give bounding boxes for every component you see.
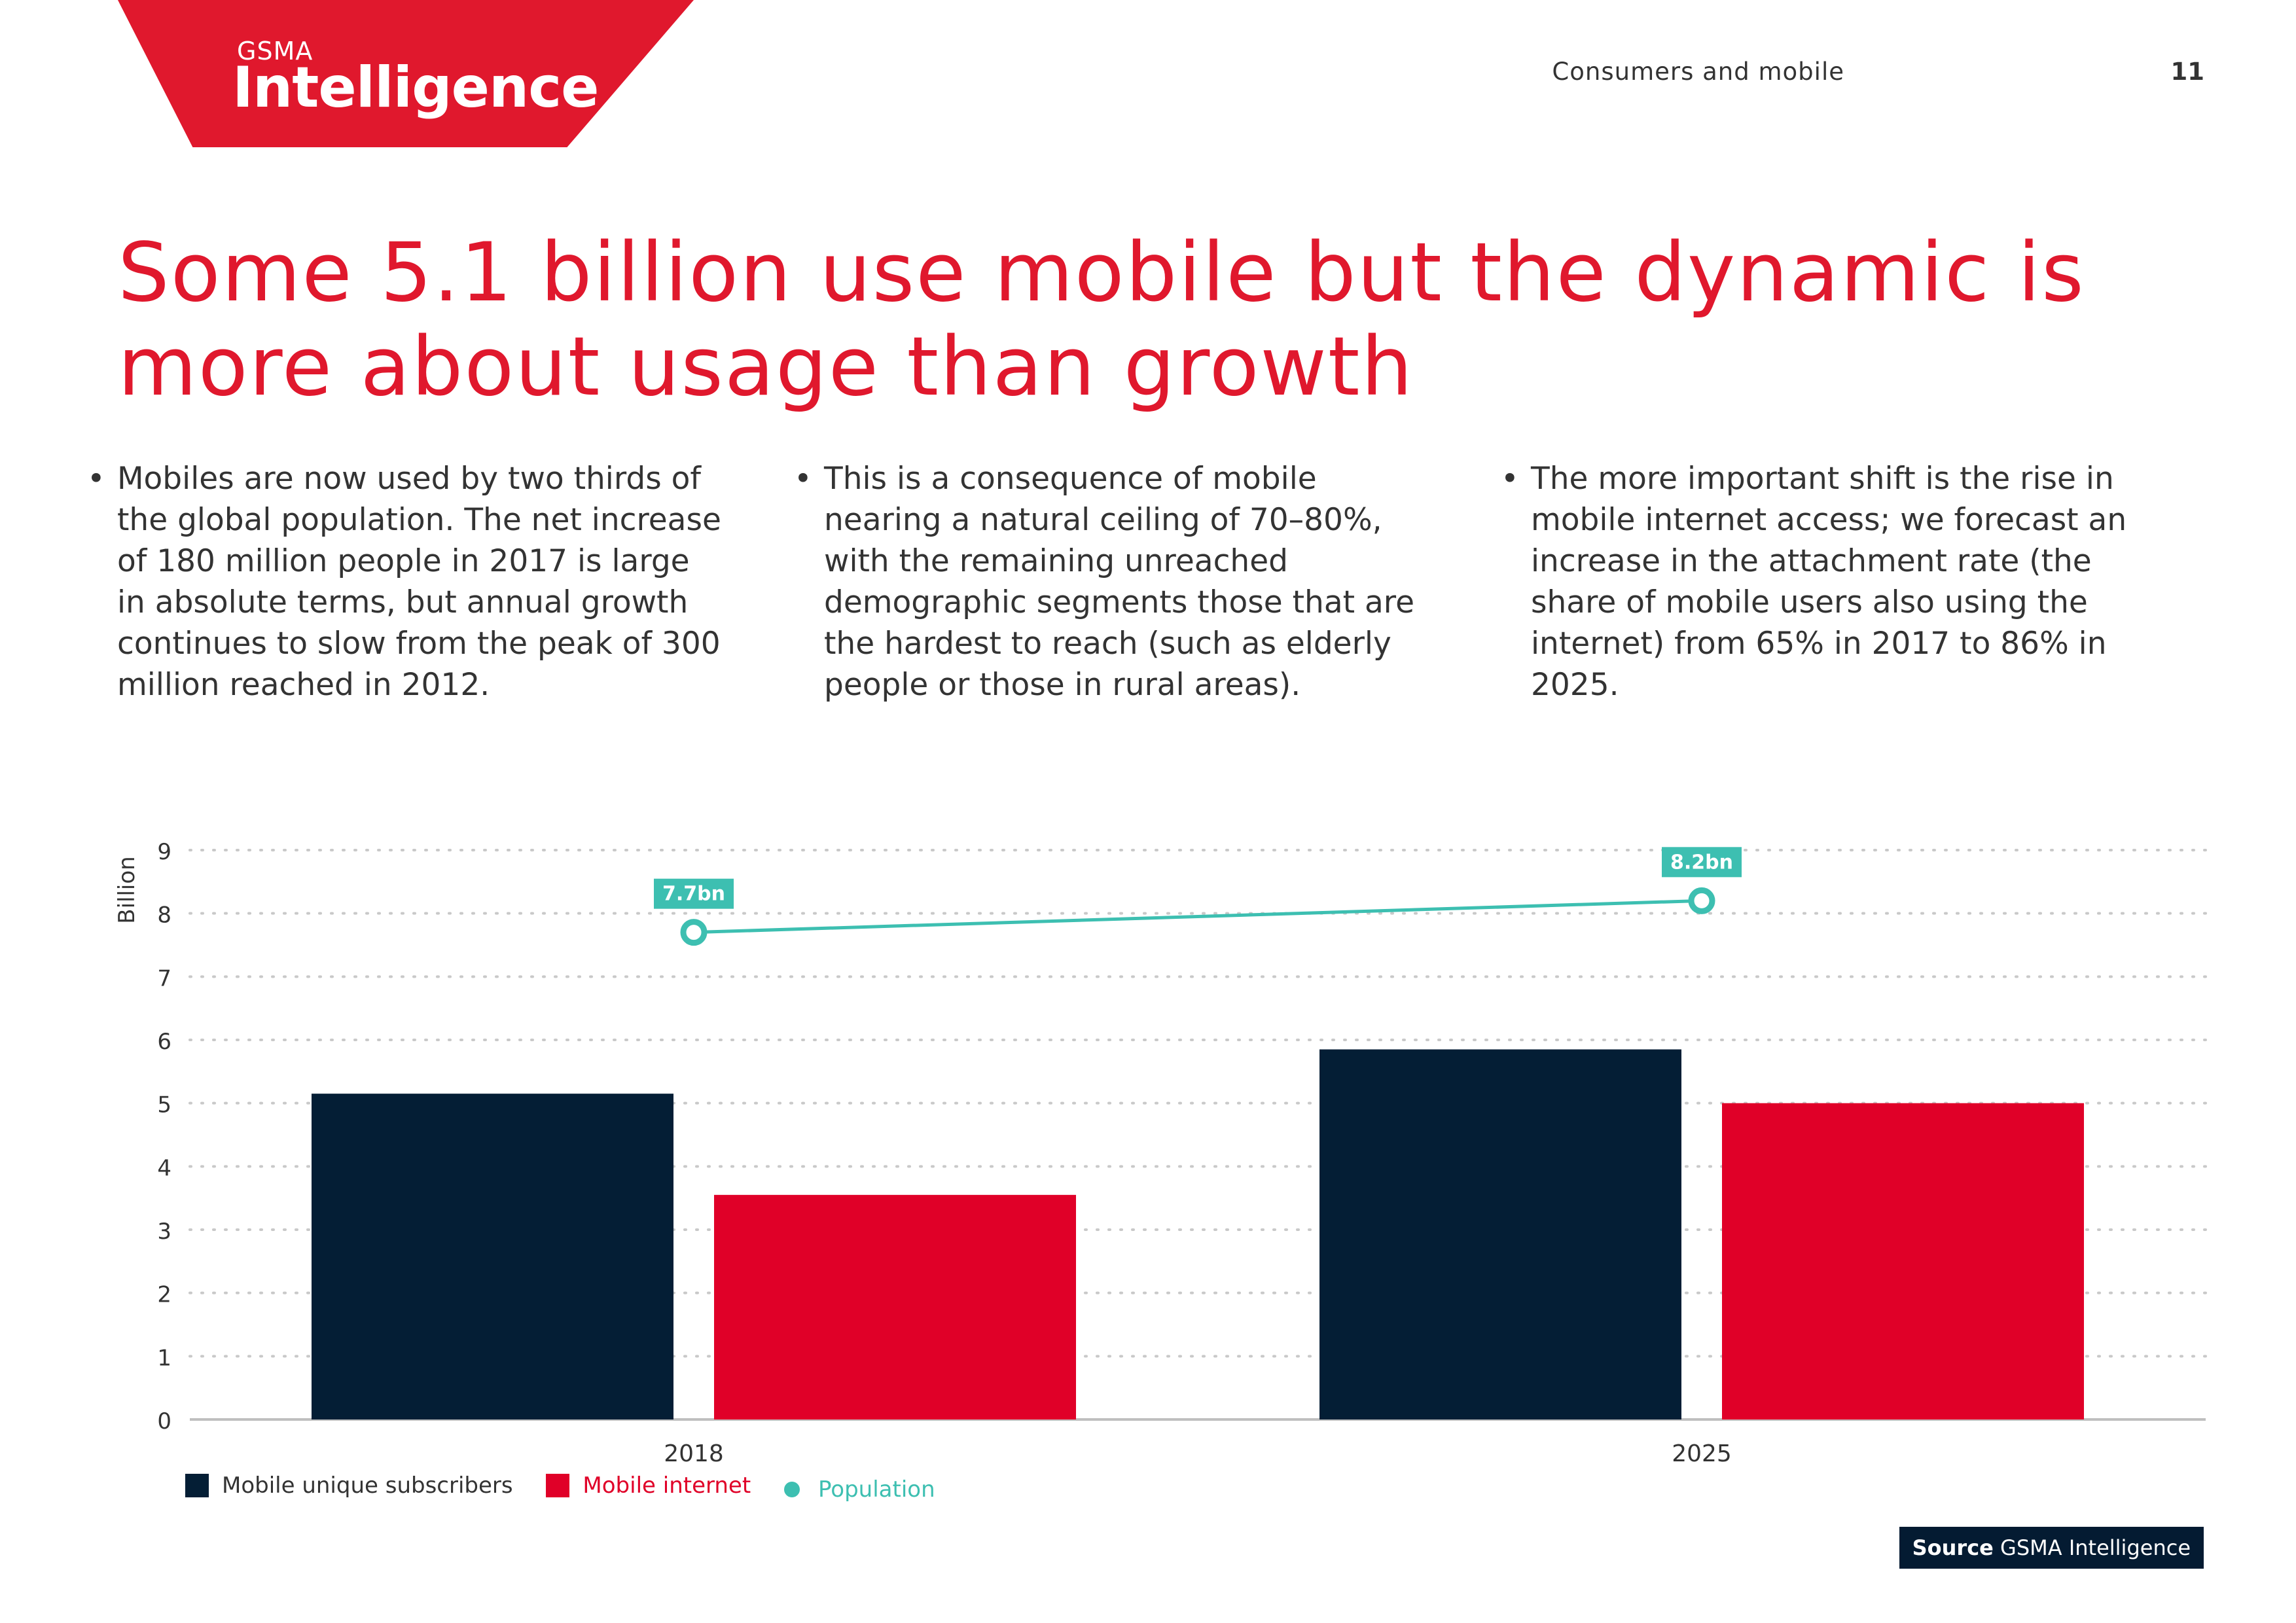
bullet-2-line: the hardest to reach (such as elderly [824, 626, 1391, 662]
source-label: Source [1912, 1535, 1994, 1560]
population-label-box [1662, 847, 1742, 878]
population-label-box [654, 878, 734, 909]
y-axis-label: Billion [114, 856, 140, 923]
bullet-3-line: 2025. [1531, 667, 1619, 703]
y-tick-label: 4 [157, 1155, 171, 1181]
bullet-3-line: mobile internet access; we forecast an [1531, 502, 2127, 538]
y-tick-label: 7 [157, 965, 171, 991]
bullet-2-line: nearing a natural ceiling of 70–80%, [824, 502, 1382, 538]
legend-label: Mobile unique subscribers [222, 1472, 513, 1499]
bullet-2-line: with the remaining unreached [824, 543, 1288, 579]
bar-line-chart: Billion 0 1 2 3 4 5 6 7 8 9 7.7bn 8.2bn 2018 2025 [114, 839, 2207, 1467]
bullet-3-line: share of mobile users also using the [1531, 584, 2088, 620]
chart-legend: Mobile unique subscribers Mobile interne… [185, 1472, 961, 1505]
y-tick-label: 1 [157, 1345, 171, 1371]
bullet-3: The more important shift is the rise in … [1501, 458, 2208, 705]
legend-swatch-red [546, 1474, 570, 1497]
page-title-line-1: Some 5.1 billion use mobile but the dyna… [118, 226, 2085, 320]
bullet-2-line: This is a consequence of mobile [824, 461, 1317, 497]
bar-mobile-internet-2025 [1722, 1103, 2084, 1419]
legend-label: Population [818, 1476, 935, 1503]
source-box: Source GSMA Intelligence [1899, 1527, 2204, 1569]
bullet-3-line: The more important shift is the rise in [1531, 461, 2114, 497]
bullet-2: This is a consequence of mobile nearing … [794, 458, 1488, 705]
y-tick-label: 3 [157, 1219, 171, 1245]
y-tick-label: 6 [157, 1029, 171, 1055]
bar-mobile-internet-2018 [714, 1194, 1076, 1419]
y-tick-label: 0 [157, 1408, 171, 1435]
bullet-1-line: the global population. The net increase [117, 502, 721, 538]
legend-item-subscribers: Mobile unique subscribers [185, 1472, 513, 1499]
y-tick-label: 5 [157, 1092, 171, 1118]
bullet-2-line: demographic segments those that are [824, 584, 1414, 620]
page-title: Some 5.1 billion use mobile but the dyna… [118, 226, 2212, 414]
page-number: 11 [2170, 58, 2205, 86]
bullet-1-line: Mobiles are now used by two thirds of [117, 461, 701, 497]
bullet-1-line: million reached in 2012. [117, 667, 490, 703]
legend-item-population: Population [784, 1476, 935, 1503]
page-title-line-2: more about usage than growth [118, 320, 1414, 414]
bullet-1-line: of 180 million people in 2017 is large [117, 543, 690, 579]
y-tick-label: 9 [157, 839, 171, 865]
bullet-3-line: increase in the attachment rate (the [1531, 543, 2092, 579]
bullet-2-line: people or those in rural areas). [824, 667, 1301, 703]
bullet-1-line: continues to slow from the peak of 300 [117, 626, 721, 662]
bullet-3-line: internet) from 65% in 2017 to 86% in [1531, 626, 2107, 662]
logo-intelligence-text: Intelligence [232, 55, 600, 120]
bar-subscribers-2025 [1319, 1049, 1681, 1419]
section-title: Consumers and mobile [1552, 58, 1844, 86]
logo-gsma-text: GSMA [237, 37, 314, 65]
source-text: GSMA Intelligence [2000, 1535, 2191, 1560]
bullet-1-line: in absolute terms, but annual growth [117, 584, 689, 620]
legend-item-mobile-internet: Mobile internet [546, 1472, 751, 1499]
legend-swatch-navy [185, 1474, 209, 1497]
x-tick-label: 2018 [664, 1440, 724, 1467]
y-tick-label: 8 [157, 902, 171, 929]
legend-label: Mobile internet [583, 1472, 751, 1499]
population-data-label: 7.7bn [662, 883, 725, 906]
population-line [693, 899, 1702, 935]
bullet-1: Mobiles are now used by two thirds of th… [87, 458, 781, 705]
population-point-2025 [1688, 887, 1715, 914]
population-data-label: 8.2bn [1670, 851, 1733, 874]
population-point-2018 [680, 919, 708, 946]
legend-dot-teal [784, 1482, 800, 1497]
chart-area: Billion 0 1 2 3 4 5 6 7 8 9 7.7bn 8.2bn 2018 2025 [0, 818, 2296, 1538]
bar-subscribers-2018 [312, 1094, 673, 1419]
x-tick-label: 2025 [1672, 1440, 1732, 1467]
y-tick-label: 2 [157, 1282, 171, 1308]
